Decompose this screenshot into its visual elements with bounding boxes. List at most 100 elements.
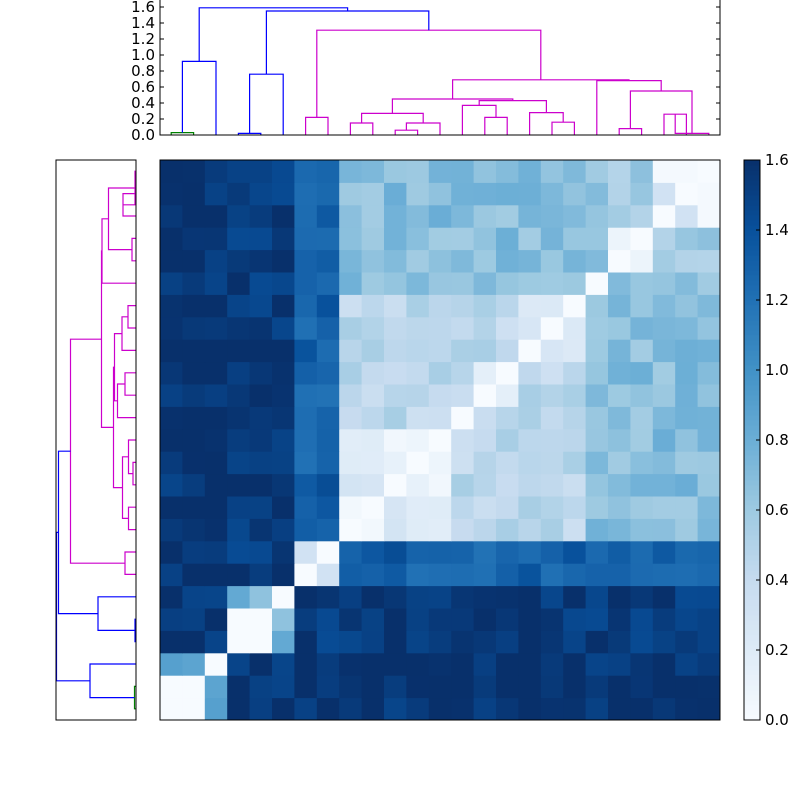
heatmap-cell (294, 272, 318, 295)
colorbar-band (744, 245, 760, 251)
colorbar-band (744, 280, 760, 286)
colorbar-band (744, 530, 760, 536)
heatmap-cell (697, 652, 721, 676)
heatmap-cell (361, 294, 385, 318)
heatmap-cell (652, 608, 676, 631)
colorbar-band (744, 510, 760, 516)
heatmap-cell (272, 182, 295, 206)
heatmap-cell (384, 563, 407, 587)
top-dendrogram-tick-label: 0.2 (131, 110, 155, 128)
heatmap-cell (608, 294, 631, 318)
colorbar-band (744, 300, 760, 306)
heatmap-cell (361, 585, 385, 609)
heatmap-cell (160, 652, 183, 676)
left-dendrogram-branches (55, 170, 136, 710)
heatmap-cell (272, 249, 295, 273)
colorbar-band (744, 275, 760, 281)
heatmap-cell (518, 384, 542, 407)
heatmap-cell (630, 451, 654, 475)
heatmap-cell (496, 630, 519, 654)
heatmap-cell (496, 384, 519, 407)
heatmap-cell (473, 697, 497, 721)
heatmap-cell (249, 160, 273, 183)
colorbar-band (744, 205, 760, 211)
heatmap-cell (227, 160, 251, 183)
heatmap-cell (428, 361, 452, 385)
heatmap-cell (160, 160, 183, 183)
colorbar-band (744, 620, 760, 626)
heatmap-cell (697, 227, 721, 251)
heatmap-cell (361, 518, 385, 542)
heatmap-cell (227, 361, 251, 385)
heatmap-cell (697, 697, 721, 721)
colorbar-band (744, 415, 760, 421)
heatmap-cell (316, 630, 340, 654)
heatmap-cell (249, 339, 273, 363)
heatmap-cell (339, 608, 363, 631)
colorbar-band (744, 330, 760, 336)
left-dendrogram-link (101, 218, 136, 284)
colorbar-tick-label: 1.2 (765, 291, 789, 309)
heatmap-cell (585, 227, 609, 251)
heatmap-cell (563, 227, 587, 251)
left-dendrogram-link (113, 333, 122, 402)
colorbar-band (744, 295, 760, 301)
heatmap-cell (272, 204, 295, 228)
left-dendrogram-link (124, 551, 136, 576)
heatmap-cell (585, 160, 609, 183)
heatmap-cell (563, 182, 587, 206)
heatmap-cell (428, 384, 452, 407)
heatmap-cell (630, 272, 654, 295)
heatmap-cell (361, 563, 385, 587)
left-dendrogram-link (127, 305, 136, 329)
colorbar-band (744, 190, 760, 196)
heatmap-cell (227, 697, 251, 721)
heatmap-cell (384, 473, 407, 497)
heatmap-cell (540, 227, 564, 251)
heatmap-cell (608, 697, 631, 721)
heatmap-cell (384, 652, 407, 676)
heatmap-cell (675, 249, 699, 273)
colorbar-band (744, 430, 760, 436)
heatmap-cell (675, 675, 699, 699)
heatmap-cell (406, 316, 430, 340)
heatmap-cell (652, 182, 676, 206)
heatmap-cell (384, 428, 407, 452)
heatmap-cell (316, 406, 340, 430)
heatmap-cell (182, 160, 206, 183)
heatmap-cell (406, 272, 430, 295)
heatmap-cell (652, 585, 676, 609)
heatmap-cell (563, 473, 587, 497)
heatmap-cell (518, 697, 542, 721)
heatmap-cell (652, 339, 676, 363)
colorbar-band (744, 360, 760, 366)
heatmap-cell (473, 585, 497, 609)
heatmap-cell (361, 451, 385, 475)
heatmap-cell (204, 361, 228, 385)
heatmap-cell (182, 428, 206, 452)
heatmap-cell (204, 652, 228, 676)
heatmap-cell (227, 227, 251, 251)
heatmap-cell (652, 227, 676, 251)
heatmap-cell (608, 316, 631, 340)
colorbar: 0.0 0.2 0.4 0.6 0.8 1.0 1.2 1.4 1.6 (743, 151, 789, 729)
heatmap-cell (249, 406, 273, 430)
heatmap-cell (406, 384, 430, 407)
heatmap-cell (339, 496, 363, 519)
colorbar-gradient (744, 160, 760, 721)
heatmap-cell (697, 294, 721, 318)
heatmap-cell (272, 496, 295, 519)
heatmap-cell (249, 204, 273, 228)
colorbar-band (744, 560, 760, 566)
heatmap-cell (451, 540, 475, 564)
left-dendrogram-link (100, 250, 114, 428)
heatmap-cell (294, 428, 318, 452)
heatmap-cell (675, 697, 699, 721)
heatmap-cell (563, 630, 587, 654)
heatmap-cell (160, 339, 183, 363)
heatmap-cell (227, 608, 251, 631)
left-dendrogram-link (89, 663, 136, 699)
heatmap-cell (406, 204, 430, 228)
heatmap-cell (339, 675, 363, 699)
